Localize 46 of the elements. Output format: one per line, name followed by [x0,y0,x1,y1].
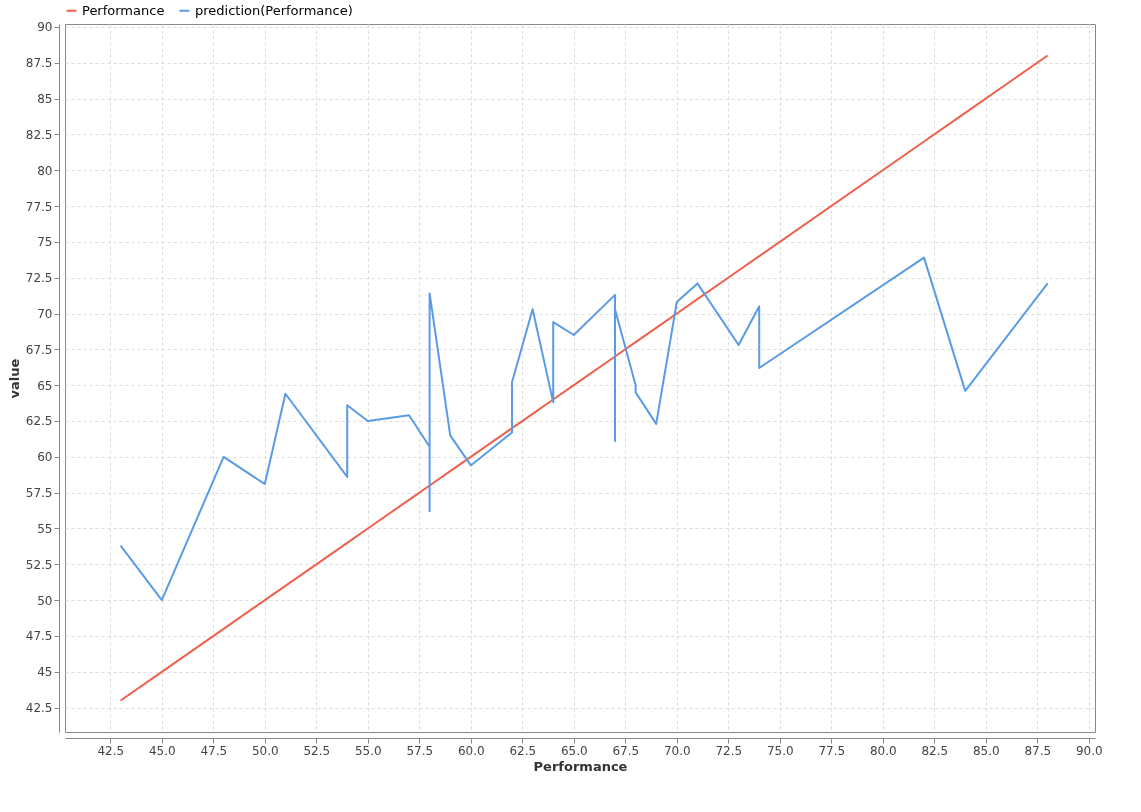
x-tick-label: 42.5 [97,743,125,758]
y-tick-label: 72.5 [25,271,53,286]
y-tick-label: 45 [37,665,53,680]
y-tick-label: 90 [37,20,53,35]
y-tick-label: 52.5 [25,557,53,572]
y-tick-label: 65 [37,378,53,393]
y-tick-label: 42.5 [25,701,53,716]
line-series [119,256,1049,602]
x-tick-label: 55.0 [354,743,382,758]
y-tick-label: 82.5 [25,127,53,142]
x-tick-label: 77.5 [818,743,846,758]
x-tick-label: 45.0 [148,743,176,758]
y-tick-label: 80 [37,163,53,178]
y-tick-label: 70 [37,307,53,322]
x-tick-label: 62.5 [509,743,537,758]
legend-label: Performance [82,2,165,18]
x-tick-label: 67.5 [612,743,640,758]
x-tick-label: 70.0 [663,743,691,758]
y-tick-label: 67.5 [25,342,53,357]
y-tick-label: 60 [37,450,53,465]
x-axis-title: Performance [533,758,628,774]
x-tick-label: 57.5 [406,743,434,758]
y-tick-label: 75 [37,235,53,250]
legend-label: prediction(Performance) [195,2,353,18]
x-tick-label: 65.0 [560,743,588,758]
x-tick-label: 80.0 [869,743,897,758]
x-tick-label: 90.0 [1075,743,1103,758]
x-tick-label: 72.5 [715,743,743,758]
y-tick-label: 55 [37,521,53,536]
y-tick-label: 87.5 [25,56,53,71]
y-tick-label: 47.5 [25,629,53,644]
x-tick-label: 82.5 [921,743,949,758]
x-tick-label: 47.5 [200,743,228,758]
x-tick-label: 52.5 [303,743,331,758]
y-axis-title: value [6,358,22,399]
y-tick-label: 77.5 [25,199,53,214]
x-tick-label: 75.0 [766,743,794,758]
line-series [119,54,1049,702]
y-tick-label: 85 [37,92,53,107]
x-tick-label: 50.0 [251,743,279,758]
y-tick-label: 50 [37,593,53,608]
y-tick-label: 57.5 [25,486,53,501]
x-tick-label: 85.0 [972,743,1000,758]
y-tick-label: 62.5 [25,414,53,429]
x-tick-label: 60.0 [457,743,485,758]
x-tick-label: 87.5 [1024,743,1052,758]
